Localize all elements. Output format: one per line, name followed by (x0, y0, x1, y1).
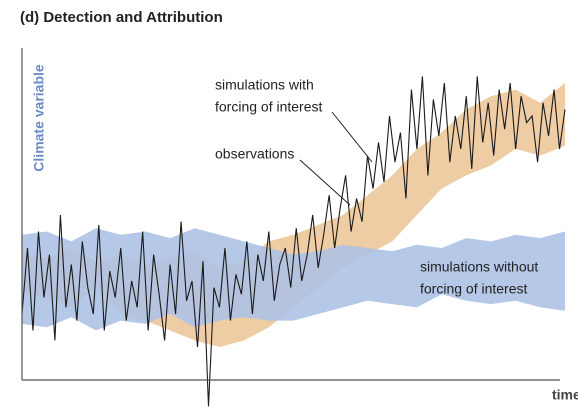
observation-line (21, 76, 566, 407)
x-axis-label: time (552, 387, 578, 403)
annotation: observations (215, 146, 294, 162)
band (22, 228, 565, 331)
annotation: forcing of interest (215, 99, 322, 115)
y-axis-label: Climate variable (31, 64, 47, 172)
observations-layer (21, 76, 566, 407)
leader-line (299, 159, 351, 206)
annotation: simulations without (420, 259, 538, 275)
annotation: simulations with (215, 77, 314, 93)
leader-line (331, 111, 373, 163)
annotation: forcing of interest (420, 281, 527, 297)
chart-title: (d) Detection and Attribution (20, 9, 223, 26)
